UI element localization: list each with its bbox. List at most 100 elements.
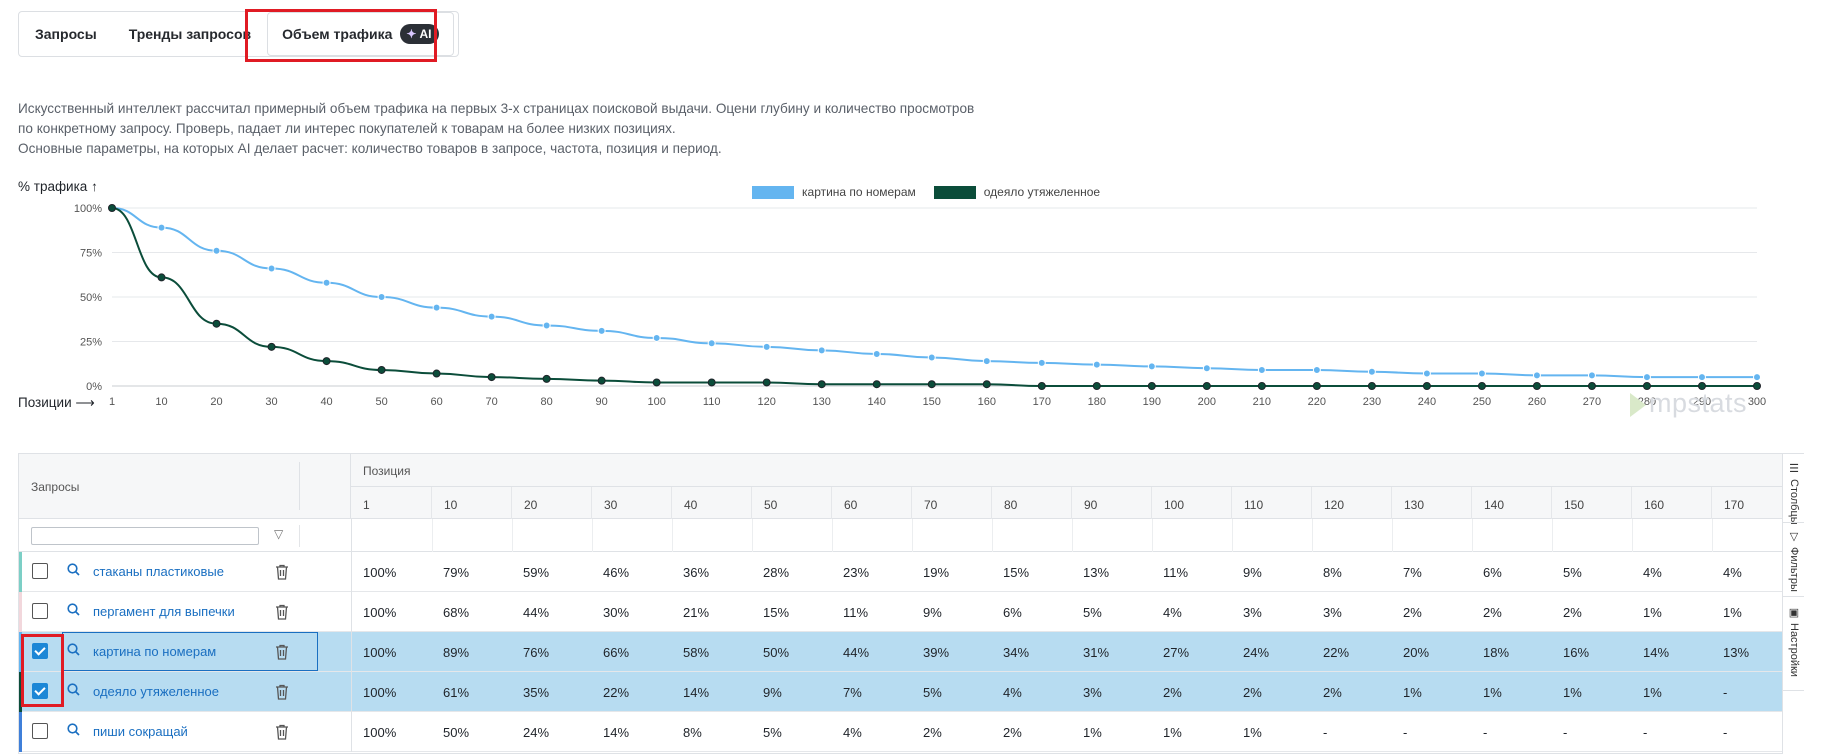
data-point [1642, 382, 1651, 390]
row-checkbox[interactable] [32, 563, 48, 579]
position-column-header[interactable]: 100 [1151, 487, 1231, 519]
tab-query-trends-label: Тренды запросов [128, 26, 252, 42]
query-name-link[interactable]: пиши сокращай [93, 724, 188, 739]
position-column-header[interactable]: 90 [1071, 487, 1151, 519]
traffic-value-cell: 23% [843, 565, 870, 580]
filter-cell [1552, 519, 1632, 552]
traffic-value-cell: 20% [1403, 645, 1430, 660]
traffic-value-cell: 6% [1483, 565, 1502, 580]
position-column-header[interactable]: 50 [751, 487, 831, 519]
data-point [432, 303, 441, 312]
data-point [762, 342, 771, 351]
trash-icon[interactable] [275, 684, 289, 700]
data-point [982, 380, 991, 389]
settings-panel-button[interactable]: ▣ Настройки [1784, 606, 1804, 677]
position-column-header[interactable]: 160 [1631, 487, 1711, 519]
position-column-header[interactable]: 70 [911, 487, 991, 519]
row-checkbox[interactable] [32, 683, 48, 699]
x-tick-label: 50 [375, 396, 387, 408]
position-column-header[interactable]: 30 [591, 487, 671, 519]
query-name-link[interactable]: одеяло утяжеленное [93, 684, 219, 699]
table-row[interactable]: картина по номерам 100% 89% 76% 66% 58% 50% 44%… [19, 632, 1782, 672]
x-tick-label: 90 [596, 396, 608, 408]
query-name-link[interactable]: стаканы пластиковые [93, 564, 224, 579]
data-point [1037, 382, 1046, 390]
traffic-value-cell: 1% [1403, 685, 1422, 700]
traffic-value-cell: 2% [1403, 605, 1422, 620]
legend-item[interactable]: картина по номерам [752, 185, 916, 199]
trash-icon[interactable] [275, 564, 289, 580]
position-column-header[interactable]: 120 [1311, 487, 1391, 519]
x-tick-label: 180 [1088, 396, 1106, 408]
position-column-header[interactable]: 170 [1711, 487, 1782, 519]
x-tick-label: 270 [1583, 396, 1601, 408]
position-column-header[interactable]: 40 [671, 487, 751, 519]
row-checkbox[interactable] [32, 643, 48, 659]
filter-cell [512, 519, 592, 552]
legend-item[interactable]: одеяло утяжеленное [933, 185, 1100, 199]
search-icon[interactable] [67, 603, 80, 616]
columns-panel-button[interactable]: ☰ Столбцы [1784, 462, 1804, 525]
settings-icon: ▣ [1788, 607, 1800, 619]
traffic-value-cell: 2% [1243, 685, 1262, 700]
position-column-header[interactable]: 1 [363, 498, 370, 512]
search-icon[interactable] [67, 643, 80, 656]
traffic-value-cell: 2% [1563, 605, 1582, 620]
filter-cell [992, 519, 1072, 552]
sparkle-icon: ✦ [406, 26, 417, 41]
table-row[interactable]: пиши сокращай 100% 50% 24% 14% 8% 5% 4% 2% 2% 1% 1%… [19, 712, 1782, 752]
data-point [377, 293, 386, 301]
tab-queries[interactable]: Запросы [19, 12, 113, 56]
position-column-header[interactable]: 10 [431, 487, 511, 519]
x-tick-label: 70 [485, 396, 497, 408]
tab-queries-label: Запросы [35, 26, 97, 42]
query-name-link[interactable]: пергамент для выпечки [93, 604, 235, 619]
queries-header-label: Запросы [31, 480, 80, 494]
x-tick-label: 230 [1363, 396, 1381, 408]
traffic-value-cell: 7% [843, 685, 862, 700]
table-side-toolbar: ☰ Столбцы ▽ Фильтры ▣ Настройки [1782, 453, 1805, 754]
row-divider [351, 672, 352, 712]
position-column-header[interactable]: 130 [1391, 487, 1471, 519]
position-column-header[interactable]: 140 [1471, 487, 1551, 519]
position-column-header[interactable]: 150 [1551, 487, 1631, 519]
data-point [597, 376, 606, 385]
table-row[interactable]: стаканы пластиковые 100% 79% 59% 46% 36% 28% 23… [19, 552, 1782, 592]
position-column-header[interactable]: 20 [511, 487, 591, 519]
row-checkbox[interactable] [32, 723, 48, 739]
data-point [157, 273, 166, 282]
tab-query-trends[interactable]: Тренды запросов [113, 12, 267, 56]
filter-icon[interactable]: ▽ [274, 527, 284, 541]
page-scroll-area[interactable] [1804, 453, 1834, 754]
data-point [707, 378, 716, 387]
position-column-header[interactable]: 80 [991, 487, 1071, 519]
trash-icon[interactable] [275, 724, 289, 740]
search-icon[interactable] [67, 683, 80, 696]
query-name-link[interactable]: картина по номерам [93, 644, 217, 659]
data-point [1367, 367, 1376, 376]
filter-cell [1392, 519, 1472, 552]
tab-traffic-volume[interactable]: Объем трафика ✦ AI [267, 11, 455, 56]
position-column-header[interactable]: 110 [1231, 487, 1311, 519]
position-column-header[interactable]: 60 [831, 487, 911, 519]
x-tick-label: 40 [320, 396, 332, 408]
traffic-value-cell: 66% [603, 645, 630, 660]
filter-cell [672, 519, 752, 552]
trash-icon[interactable] [275, 604, 289, 620]
filter-cell [1072, 519, 1152, 552]
data-point [1697, 382, 1706, 390]
traffic-value-cell: 89% [443, 645, 470, 660]
data-point [652, 333, 661, 342]
trash-icon[interactable] [275, 644, 289, 660]
search-icon[interactable] [67, 563, 80, 576]
traffic-value-cell: 8% [683, 725, 702, 740]
table-row[interactable]: пергамент для выпечки 100% 68% 44% 30% 21% 15%… [19, 592, 1782, 632]
table-row[interactable]: одеяло утяжеленное 100% 61% 35% 22% 14% 9% 7% 5%… [19, 672, 1782, 712]
filter-cell [1232, 519, 1312, 552]
filters-panel-button[interactable]: ▽ Фильтры [1784, 530, 1804, 592]
tab-traffic-volume-label: Объем трафика [282, 25, 393, 42]
data-point [927, 380, 936, 389]
query-filter-input[interactable] [31, 527, 259, 545]
search-icon[interactable] [67, 723, 80, 736]
row-checkbox[interactable] [32, 603, 48, 619]
